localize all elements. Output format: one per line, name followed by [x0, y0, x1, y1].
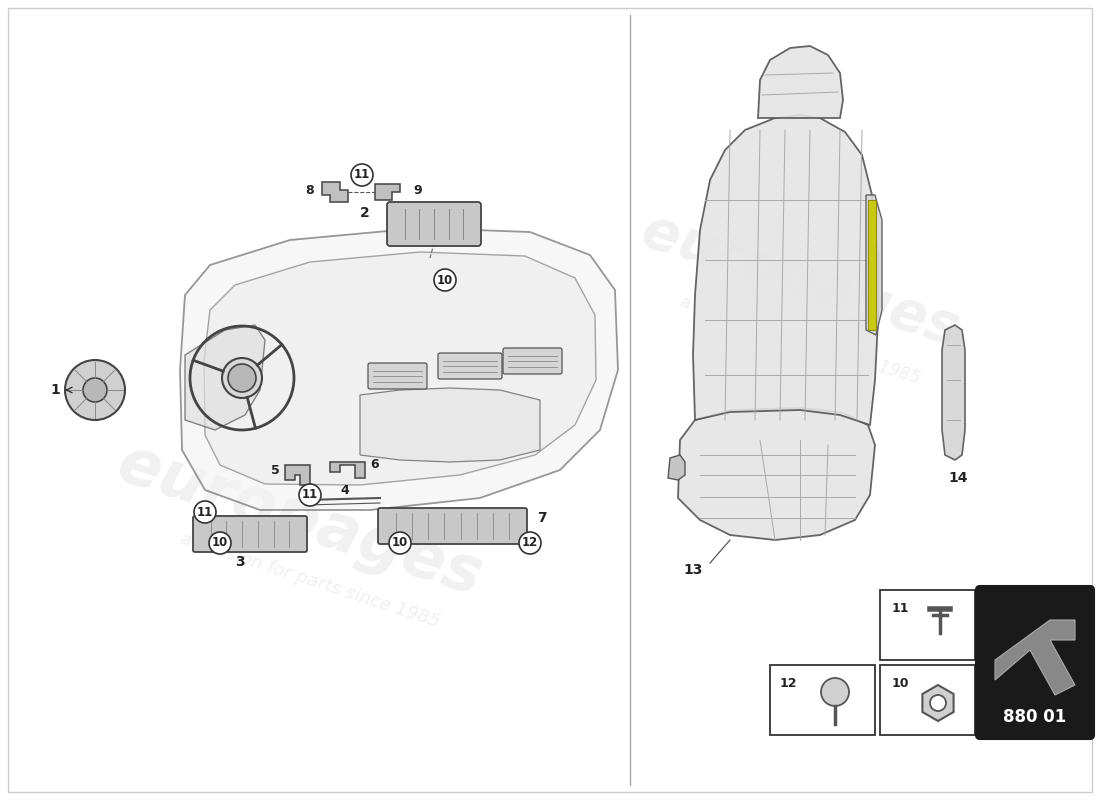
Polygon shape [868, 200, 876, 330]
Circle shape [519, 532, 541, 554]
Text: 5: 5 [271, 463, 279, 477]
Text: 10: 10 [212, 537, 228, 550]
Text: 7: 7 [537, 511, 547, 525]
Text: 14: 14 [948, 471, 968, 485]
Text: 2: 2 [360, 206, 370, 220]
Text: a passion for parts since 1985: a passion for parts since 1985 [678, 293, 922, 387]
FancyBboxPatch shape [368, 363, 427, 389]
Polygon shape [204, 252, 596, 485]
Text: 11: 11 [892, 602, 910, 615]
Text: 10: 10 [392, 537, 408, 550]
FancyBboxPatch shape [503, 348, 562, 374]
Bar [880, 665, 975, 735]
Polygon shape [693, 115, 878, 425]
FancyBboxPatch shape [387, 202, 481, 246]
Circle shape [82, 378, 107, 402]
Polygon shape [678, 408, 875, 540]
Text: 8: 8 [306, 185, 315, 198]
Circle shape [222, 358, 262, 398]
Polygon shape [668, 455, 685, 480]
Polygon shape [866, 195, 882, 335]
Circle shape [209, 532, 231, 554]
Text: 6: 6 [371, 458, 380, 471]
Circle shape [228, 364, 256, 392]
Polygon shape [330, 462, 365, 478]
Text: 13: 13 [683, 563, 703, 577]
Circle shape [930, 695, 946, 711]
Circle shape [434, 269, 456, 291]
Circle shape [389, 532, 411, 554]
Text: 880 01: 880 01 [1003, 708, 1067, 726]
Text: 11: 11 [354, 169, 370, 182]
FancyBboxPatch shape [192, 516, 307, 552]
Text: 11: 11 [301, 489, 318, 502]
Polygon shape [923, 685, 954, 721]
Polygon shape [285, 465, 310, 485]
Circle shape [351, 164, 373, 186]
Polygon shape [758, 46, 843, 118]
Polygon shape [942, 325, 965, 460]
Text: 10: 10 [892, 677, 910, 690]
Polygon shape [375, 184, 400, 200]
FancyBboxPatch shape [976, 586, 1094, 739]
FancyBboxPatch shape [438, 353, 502, 379]
Text: 3: 3 [235, 555, 245, 569]
Polygon shape [360, 388, 540, 462]
Polygon shape [322, 182, 348, 202]
Text: 4: 4 [341, 483, 350, 497]
Text: 12: 12 [521, 537, 538, 550]
Polygon shape [185, 325, 265, 430]
Text: a passion for parts since 1985: a passion for parts since 1985 [178, 530, 442, 630]
Circle shape [821, 678, 849, 706]
Text: europages: europages [110, 432, 491, 608]
Bar [770, 665, 875, 735]
Polygon shape [996, 620, 1075, 695]
Circle shape [65, 360, 125, 420]
Text: 12: 12 [780, 677, 798, 690]
Bar [880, 590, 975, 660]
Text: 11: 11 [197, 506, 213, 518]
Text: 1: 1 [51, 383, 59, 397]
Circle shape [299, 484, 321, 506]
Polygon shape [180, 228, 618, 510]
Circle shape [194, 501, 216, 523]
FancyBboxPatch shape [378, 508, 527, 544]
Text: 9: 9 [414, 183, 422, 197]
Text: europages: europages [635, 203, 966, 357]
Text: 10: 10 [437, 274, 453, 286]
